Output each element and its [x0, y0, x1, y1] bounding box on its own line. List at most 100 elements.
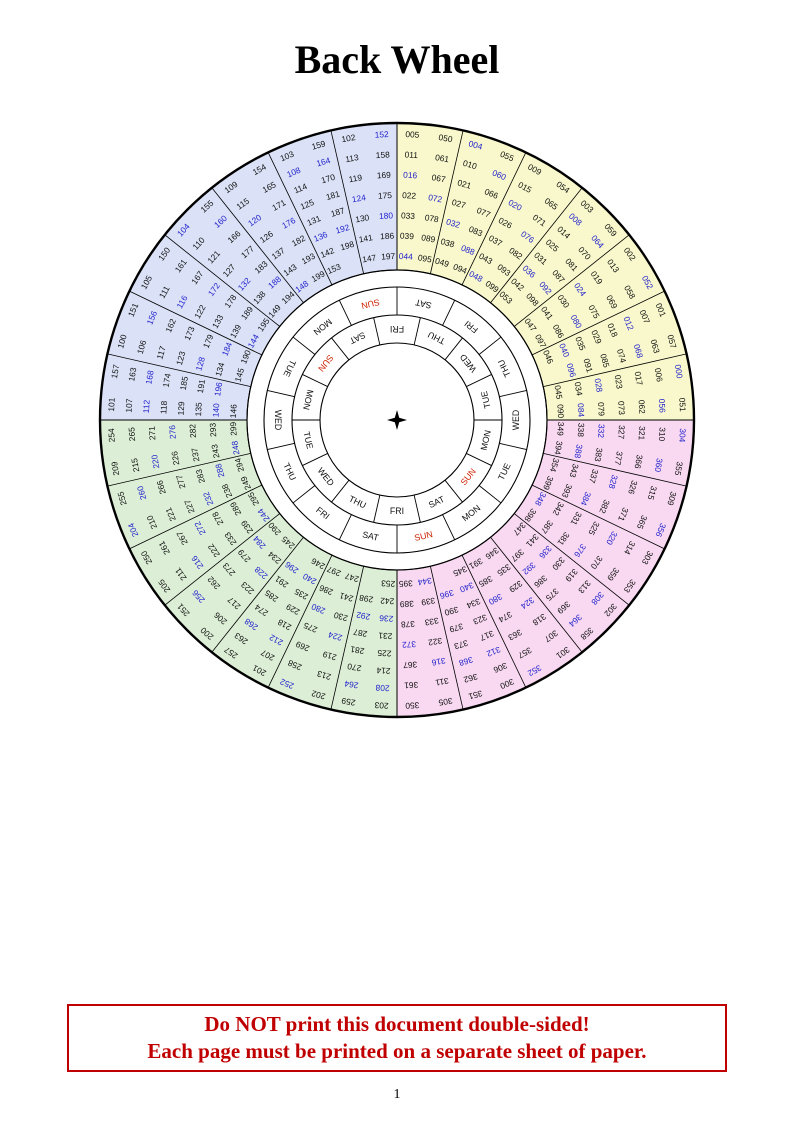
year-label: 061 — [434, 152, 450, 164]
sector-divider — [429, 566, 464, 710]
sector-divider — [531, 484, 665, 550]
day-cell-divider — [499, 389, 527, 398]
year-label: 101 — [106, 397, 117, 412]
year-label: 045 — [553, 384, 565, 400]
day-label-outer-day-ring: WED — [511, 410, 521, 431]
year-label: 050 — [438, 132, 454, 144]
day-label-outer-day-ring: SUN — [360, 297, 380, 311]
year-label: 242 — [380, 596, 395, 607]
year-label: 395 — [398, 578, 413, 589]
year-label: 367 — [403, 660, 418, 671]
year-label: 197 — [381, 251, 396, 262]
year-label: 328 — [607, 474, 621, 491]
year-label: 078 — [424, 212, 440, 224]
year-label: 027 — [451, 197, 468, 211]
year-label: 315 — [646, 485, 660, 502]
year-label: 339 — [420, 596, 436, 608]
center-star-icon — [387, 410, 407, 430]
day-cell-divider — [373, 494, 381, 523]
year-label: 255 — [115, 490, 129, 507]
year-label: 196 — [212, 381, 224, 397]
day-label-outer-day-ring: WED — [273, 410, 283, 431]
year-label: 010 — [462, 158, 479, 172]
year-label: 354 — [548, 457, 562, 474]
year-label: 022 — [402, 190, 417, 201]
day-cell-divider — [442, 299, 456, 326]
year-label: 265 — [126, 427, 137, 442]
year-label: 237 — [189, 447, 201, 463]
day-label-inner-day-ring: WED — [316, 466, 337, 488]
page-number: 1 — [393, 1087, 401, 1102]
year-label: 254 — [106, 428, 117, 443]
day-label-outer-day-ring: TUE — [496, 461, 513, 481]
year-label: 390 — [443, 604, 460, 618]
year-label: 388 — [572, 444, 584, 460]
year-label: 333 — [424, 616, 440, 628]
year-label: 084 — [576, 403, 587, 418]
year-label: 044 — [399, 251, 414, 262]
sector-divider — [543, 353, 687, 388]
sector-divider — [129, 484, 263, 550]
year-label: 034 — [573, 381, 585, 397]
year-label: 266 — [154, 479, 168, 496]
year-label: 287 — [352, 627, 368, 639]
year-label: 202 — [310, 688, 327, 702]
year-label: 311 — [434, 676, 449, 688]
day-label-inner-day-ring: FRI — [390, 324, 404, 334]
year-label: 281 — [349, 644, 365, 656]
year-label: 213 — [316, 669, 333, 683]
year-label: 089 — [421, 232, 437, 244]
year-label: 123 — [174, 350, 188, 367]
year-label: 157 — [109, 363, 121, 379]
year-label: 394 — [552, 440, 564, 456]
year-label: 169 — [377, 170, 392, 181]
ring-circle — [246, 269, 548, 571]
day-cell-divider — [466, 453, 492, 466]
day-label-inner-day-ring: TUE — [301, 431, 315, 451]
day-cell-divider — [478, 336, 502, 355]
day-label-inner-day-ring: THU — [347, 494, 368, 511]
year-label: 145 — [233, 367, 247, 384]
year-label: 185 — [178, 375, 190, 391]
day-cell-divider — [292, 336, 316, 355]
year-label: 351 — [467, 688, 484, 702]
year-label: 350 — [405, 700, 420, 711]
day-label-outer-day-ring: THU — [496, 358, 513, 379]
day-cell-divider — [413, 317, 421, 346]
year-label: 192 — [334, 222, 351, 236]
year-label: 248 — [229, 440, 241, 456]
day-label-inner-day-ring: TUE — [479, 390, 493, 410]
year-label: 378 — [400, 619, 415, 630]
year-label: 379 — [448, 621, 465, 635]
year-label: 389 — [399, 599, 414, 610]
year-label: 000 — [673, 364, 685, 380]
year-label: 063 — [649, 338, 663, 355]
sector-divider — [129, 290, 263, 356]
year-label: 226 — [169, 450, 181, 466]
year-label: 085 — [598, 353, 612, 370]
year-label: 241 — [338, 590, 355, 604]
day-label-inner-day-ring: WED — [458, 352, 479, 374]
day-cell-divider — [267, 389, 295, 398]
year-label: 128 — [193, 355, 207, 372]
year-label: 338 — [576, 423, 587, 438]
year-label: 247 — [344, 571, 361, 585]
day-label-outer-day-ring: SUN — [413, 529, 433, 543]
year-label: 259 — [340, 696, 356, 708]
day-cell-divider — [466, 374, 492, 387]
warning-line-1: Do NOT print this document double-sided! — [204, 1012, 590, 1036]
year-label: 038 — [440, 236, 457, 250]
year-label: 181 — [325, 188, 342, 202]
day-cell-divider — [331, 479, 350, 503]
day-cell-divider — [444, 479, 463, 503]
year-label: 164 — [315, 155, 332, 169]
sector-divider — [211, 187, 304, 303]
year-label: 293 — [208, 422, 219, 437]
year-label: 118 — [158, 400, 169, 414]
year-label: 107 — [123, 398, 134, 413]
year-label: 113 — [344, 152, 359, 164]
sector-divider — [543, 452, 687, 487]
ring-circle — [263, 286, 531, 554]
year-label: 396 — [438, 588, 455, 602]
year-label: 175 — [378, 190, 393, 201]
